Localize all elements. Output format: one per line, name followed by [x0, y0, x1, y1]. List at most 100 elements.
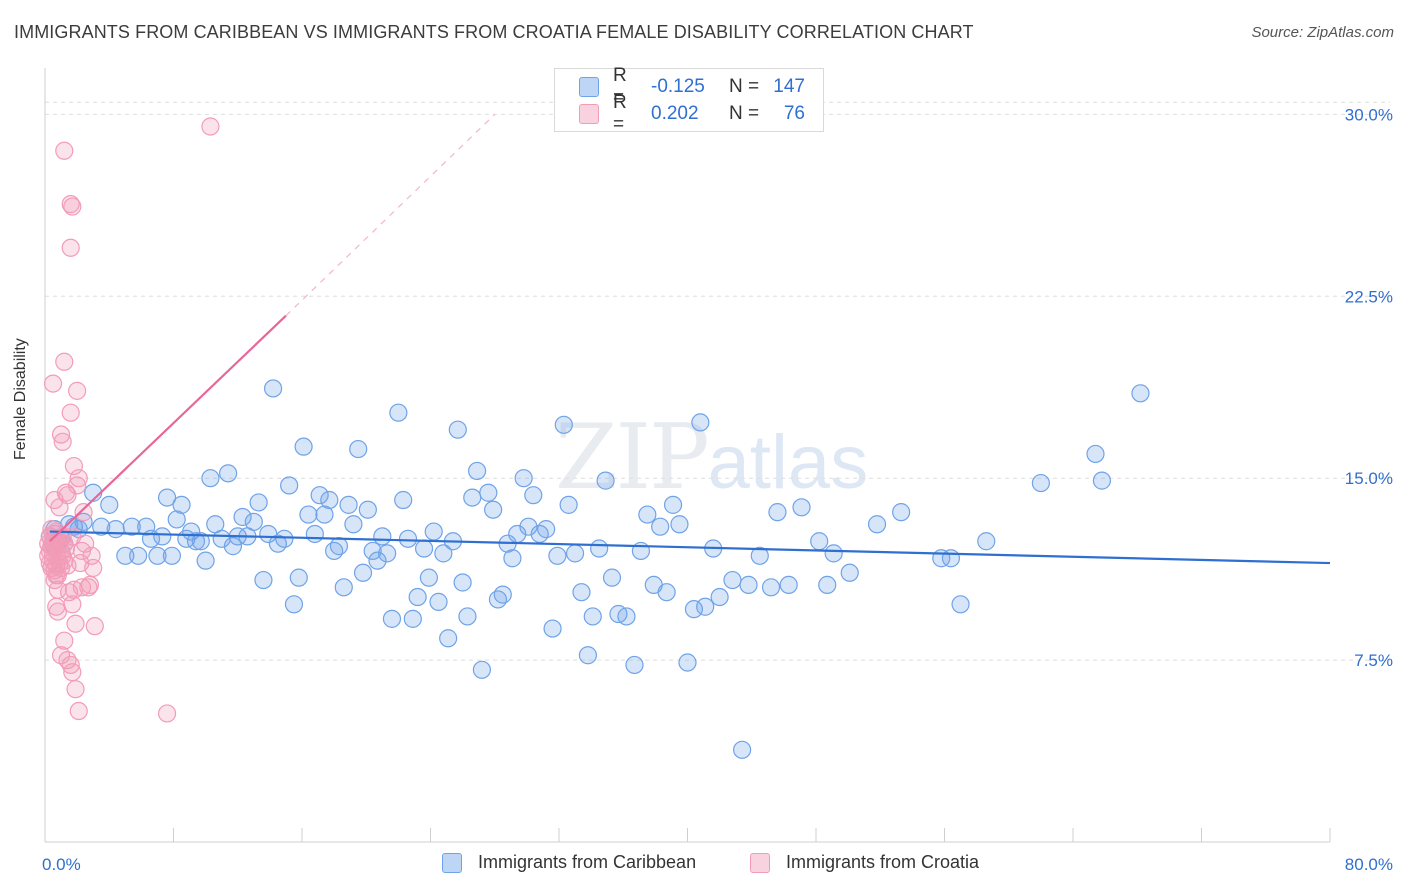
caribbean-point: [263, 379, 283, 398]
caribbean-point: [651, 517, 670, 536]
caribbean-point: [657, 583, 676, 602]
caribbean-point: [824, 544, 843, 563]
croatia-point: [61, 238, 80, 257]
caribbean-point: [358, 500, 377, 519]
croatia-point: [68, 381, 87, 400]
caribbean-point: [275, 529, 294, 548]
caribbean-point: [344, 515, 363, 534]
legend-item-croatia[interactable]: Immigrants from Croatia: [750, 852, 979, 873]
caribbean-point: [559, 495, 578, 514]
caribbean-point: [398, 529, 418, 548]
caribbean-point: [403, 609, 422, 628]
croatia-point: [66, 614, 85, 633]
caribbean-point: [329, 537, 349, 556]
caribbean-point: [548, 546, 567, 565]
croatia-point: [84, 558, 103, 578]
caribbean-point: [524, 486, 543, 505]
caribbean-point: [284, 595, 304, 614]
caribbean-point: [320, 490, 339, 510]
caribbean-point: [254, 570, 273, 590]
legend-n-label: N =: [729, 103, 760, 124]
caribbean-point: [537, 520, 556, 539]
watermark-atlas: atlas: [707, 420, 869, 505]
caribbean-point: [294, 437, 313, 456]
caribbean-point: [818, 575, 837, 595]
caribbean-point: [334, 578, 353, 597]
caribbean-trendline: [49, 530, 1331, 565]
croatia-point: [53, 432, 72, 451]
caribbean-point: [249, 493, 268, 512]
caribbean-point: [299, 505, 318, 524]
x-tick-label: 0.0%: [42, 855, 81, 874]
caribbean-point: [768, 503, 787, 522]
legend-r-value: 0.202: [651, 103, 699, 124]
croatia-point: [48, 602, 67, 621]
caribbean-point: [289, 568, 308, 587]
caribbean-point: [191, 532, 210, 551]
caribbean-point: [244, 512, 263, 531]
croatia-point: [51, 425, 71, 444]
y-tick-label: 30.0%: [1345, 105, 1393, 124]
caribbean-point: [74, 512, 93, 531]
caribbean-point: [315, 505, 334, 524]
croatia-trendline-extension: [285, 113, 496, 317]
caribbean-point: [467, 461, 487, 481]
caribbean-point: [458, 607, 477, 626]
caribbean-point: [810, 532, 829, 551]
legend-item-label: Immigrants from Caribbean: [478, 852, 697, 872]
stats-legend: R = -0.125 N = 147 R = 0.202 N = 76: [554, 65, 824, 135]
croatia-point: [63, 197, 82, 216]
caribbean-point: [233, 507, 252, 527]
caribbean-point: [201, 469, 220, 488]
caribbean-point: [779, 575, 798, 595]
caribbean-point: [453, 573, 472, 592]
legend-item-caribbean[interactable]: Immigrants from Caribbean: [442, 852, 696, 873]
caribbean-point: [339, 495, 358, 514]
caribbean-point: [463, 488, 482, 507]
legend-n-value: 76: [783, 103, 805, 124]
caribbean-point: [484, 500, 503, 519]
caribbean-point: [186, 532, 206, 551]
caribbean-point: [378, 544, 397, 563]
caribbean-point: [1092, 471, 1112, 490]
y-axis-label: Female Disability: [12, 338, 29, 460]
caribbean-point: [196, 551, 215, 570]
caribbean-point: [172, 495, 191, 514]
croatia-point: [69, 469, 88, 488]
caribbean-point: [596, 471, 615, 490]
caribbean-point: [353, 563, 373, 582]
caribbean-point: [92, 517, 111, 536]
caribbean-point: [493, 585, 512, 604]
caribbean-point: [578, 646, 598, 665]
caribbean-point: [951, 595, 970, 614]
legend-row-croatia: R = 0.202 N = 76: [579, 92, 805, 135]
caribbean-point: [408, 587, 427, 607]
caribbean-point: [670, 515, 689, 534]
caribbean-point: [100, 495, 119, 514]
caribbean-point: [733, 740, 752, 759]
caribbean-point: [710, 587, 729, 607]
x-tick-label: 80.0%: [1345, 855, 1393, 874]
caribbean-point: [1131, 384, 1150, 403]
caribbean-point: [153, 527, 172, 546]
legend-item-label: Immigrants from Croatia: [786, 852, 980, 872]
caribbean-point: [638, 505, 657, 524]
croatia-point: [61, 403, 80, 422]
caribbean-point: [792, 498, 811, 517]
croatia-point: [45, 490, 64, 510]
y-tick-label: 22.5%: [1345, 287, 1393, 306]
caribbean-point: [543, 619, 562, 638]
caribbean-point: [419, 568, 438, 587]
croatia-point: [64, 456, 84, 476]
croatia-point: [58, 650, 77, 670]
croatia-point: [48, 580, 67, 599]
caribbean-point: [723, 570, 742, 590]
legend-n-value: 147: [773, 76, 805, 97]
croatia-point: [47, 566, 66, 585]
croatia-point: [74, 503, 93, 522]
caribbean-point: [678, 653, 697, 672]
caribbean-point: [414, 539, 434, 558]
legend-r-label: R =: [613, 65, 627, 108]
croatia-point: [61, 655, 80, 675]
